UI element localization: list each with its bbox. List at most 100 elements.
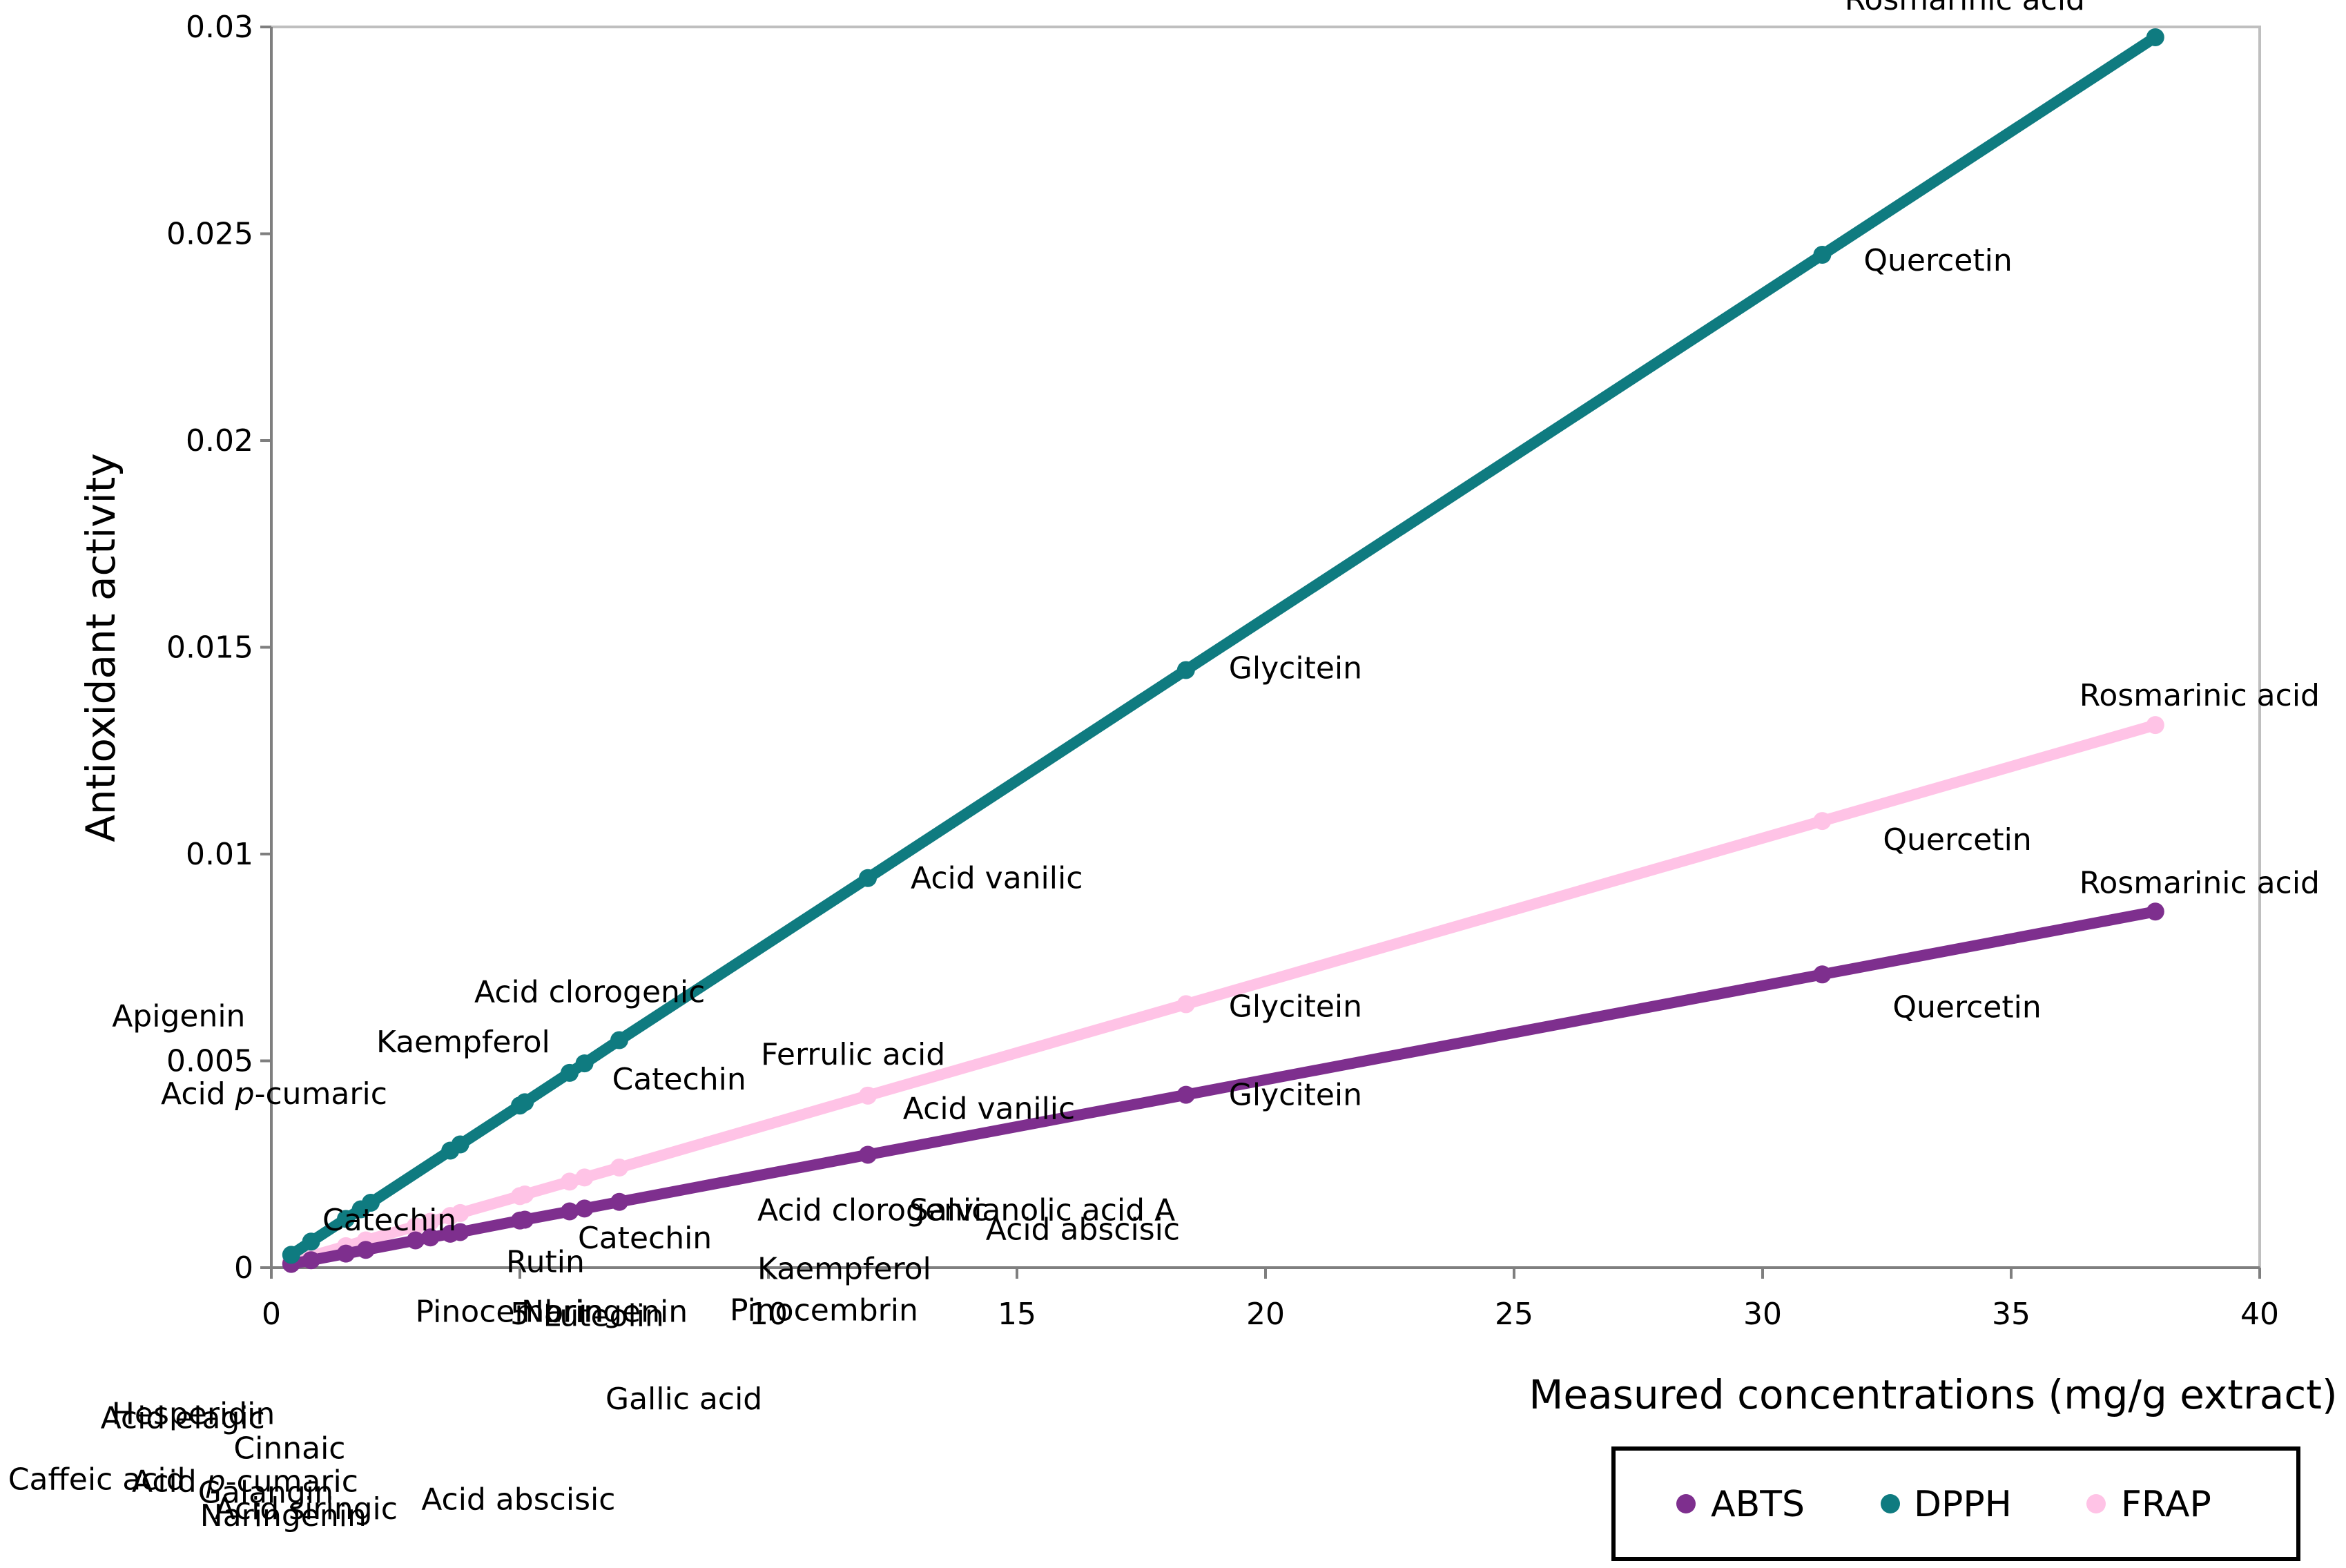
- annotation-label: Catechin: [578, 1221, 712, 1256]
- annotation-label: Glycitein: [1229, 1078, 1362, 1113]
- data-point-frap: [561, 1172, 579, 1191]
- x-tick-label: 5: [510, 1297, 530, 1332]
- annotation-label: Luteolin: [543, 1298, 664, 1333]
- data-point-abts: [337, 1244, 355, 1263]
- annotation-label: Apigenin: [112, 998, 245, 1034]
- annotation-label: Acid elagic: [101, 1400, 265, 1435]
- data-point-dpph: [451, 1135, 469, 1154]
- series-layer: [282, 28, 2164, 1273]
- data-point-dpph: [516, 1093, 534, 1112]
- annotation-layer: Rosmarinic acid Quercetin Glycitein Acid va…: [8, 0, 2320, 1533]
- annotation-label: Rosmarinic acid: [2080, 678, 2320, 713]
- annotation-label: Pinocembrin: [416, 1294, 604, 1329]
- plot-area: [270, 26, 2261, 1269]
- data-point-dpph: [337, 1210, 355, 1228]
- data-point-abts: [302, 1251, 320, 1270]
- annotation-label: Quercetin: [1883, 822, 2031, 858]
- x-tick-label: 40: [2240, 1297, 2279, 1332]
- annotation-label: Quercetin: [1892, 989, 2041, 1025]
- data-point-frap: [421, 1212, 440, 1231]
- y-tick-label: 0.025: [166, 217, 253, 252]
- annotation-label: Gallic acid: [605, 1382, 762, 1417]
- y-tick-label: 0.01: [186, 837, 253, 872]
- annotation-label: Pinocembrin: [730, 1293, 918, 1328]
- data-point-abts: [610, 1192, 628, 1211]
- annotation-label: Catechin: [322, 1203, 456, 1238]
- x-tick-label: 25: [1495, 1297, 1533, 1332]
- data-point-dpph: [302, 1232, 320, 1251]
- y-axis-ticks: 0 0.005 0.01 0.015 0.02 0.025 0.03: [166, 10, 271, 1286]
- annotation-label: Cinnaic: [233, 1431, 345, 1466]
- data-point-dpph: [561, 1063, 579, 1082]
- annotation-label: Acid vanilic: [911, 861, 1083, 896]
- x-tick-label: 15: [998, 1297, 1036, 1332]
- series-abts: [282, 902, 2164, 1273]
- x-tick-label: 0: [262, 1297, 281, 1332]
- y-tick-label: 0.015: [166, 630, 253, 666]
- x-tick-label: 20: [1246, 1297, 1285, 1332]
- annotation-label: Acid clorogenic: [474, 975, 705, 1010]
- data-point-dpph: [2146, 28, 2164, 46]
- annotation-label: Naringenin: [200, 1498, 367, 1533]
- data-point-dpph: [859, 869, 877, 887]
- data-point-frap: [406, 1217, 425, 1236]
- data-point-dpph: [282, 1246, 300, 1264]
- data-point-frap: [610, 1159, 628, 1177]
- data-point-abts: [561, 1202, 579, 1221]
- annotation-label: Glycitein: [1229, 989, 1362, 1024]
- annotation-label: Salvianolic acid A: [909, 1192, 1175, 1228]
- data-point-dpph: [362, 1193, 380, 1212]
- annotation-label: Kaempferol: [376, 1025, 550, 1060]
- annotation-label: Galangin: [198, 1475, 333, 1510]
- annotation-label: Acid p-cumaric: [132, 1464, 358, 1500]
- annotation-label: Acid siringic: [215, 1491, 398, 1527]
- x-tick-label: 10: [749, 1297, 788, 1332]
- series-dpph: [282, 28, 2164, 1264]
- data-point-abts: [575, 1199, 594, 1218]
- annotation-label: Naringenin: [521, 1295, 688, 1330]
- data-point-abts: [356, 1241, 375, 1259]
- data-point-dpph: [610, 1031, 628, 1049]
- legend-marker-dpph: [1881, 1494, 1900, 1513]
- annotation-label: Acid p-cumaric: [161, 1076, 387, 1112]
- data-point-dpph: [1176, 661, 1195, 679]
- data-point-frap: [575, 1168, 594, 1187]
- annotation-label: Quercetin: [1863, 243, 2012, 278]
- y-tick-label: 0: [234, 1250, 253, 1286]
- legend-label-abts: ABTS: [1711, 1484, 1805, 1525]
- legend-marker-abts: [1676, 1494, 1696, 1513]
- legend-label-dpph: DPPH: [1914, 1484, 2012, 1525]
- legend-box: [1611, 1446, 2300, 1561]
- data-point-frap: [1813, 812, 1832, 831]
- annotation-label: Glycitein: [1229, 650, 1362, 686]
- data-point-frap: [1176, 995, 1195, 1014]
- y-tick-label: 0.02: [186, 423, 253, 458]
- data-point-frap: [516, 1185, 534, 1203]
- data-point-dpph: [575, 1054, 594, 1073]
- data-point-abts: [406, 1231, 425, 1250]
- data-point-abts: [1176, 1085, 1195, 1104]
- y-tick-label: 0.005: [166, 1044, 253, 1079]
- data-point-abts: [2146, 902, 2164, 921]
- annotation-label: Rutin: [506, 1244, 585, 1279]
- x-axis-title: Measured concentrations (mg/g extract): [1529, 1371, 2337, 1418]
- x-tick-label: 35: [1992, 1297, 2030, 1332]
- y-tick-label: 0.03: [186, 10, 253, 45]
- data-point-abts: [451, 1223, 469, 1241]
- data-point-frap: [2146, 716, 2164, 735]
- annotation-label: Acid clorogenic: [757, 1192, 988, 1228]
- annotation-label: Hesperidin: [112, 1397, 275, 1432]
- y-axis-title: Antioxidant activity: [77, 453, 124, 842]
- annotation-label: Rosmarinic acid: [2080, 865, 2320, 900]
- x-tick-label: 30: [1743, 1297, 1782, 1332]
- data-point-frap: [859, 1086, 877, 1105]
- data-point-frap: [451, 1203, 469, 1222]
- annotation-label: Acid abscisic: [421, 1482, 615, 1518]
- data-point-abts: [421, 1228, 440, 1247]
- legend: ABTS DPPH FRAP: [1611, 1446, 2300, 1561]
- annotation-label: Ferrulic acid: [761, 1037, 945, 1072]
- data-point-dpph: [1813, 246, 1832, 264]
- data-point-abts: [516, 1210, 534, 1229]
- annotation-label: Catechin: [612, 1062, 746, 1097]
- annotation-label: Kaempferol: [757, 1251, 931, 1286]
